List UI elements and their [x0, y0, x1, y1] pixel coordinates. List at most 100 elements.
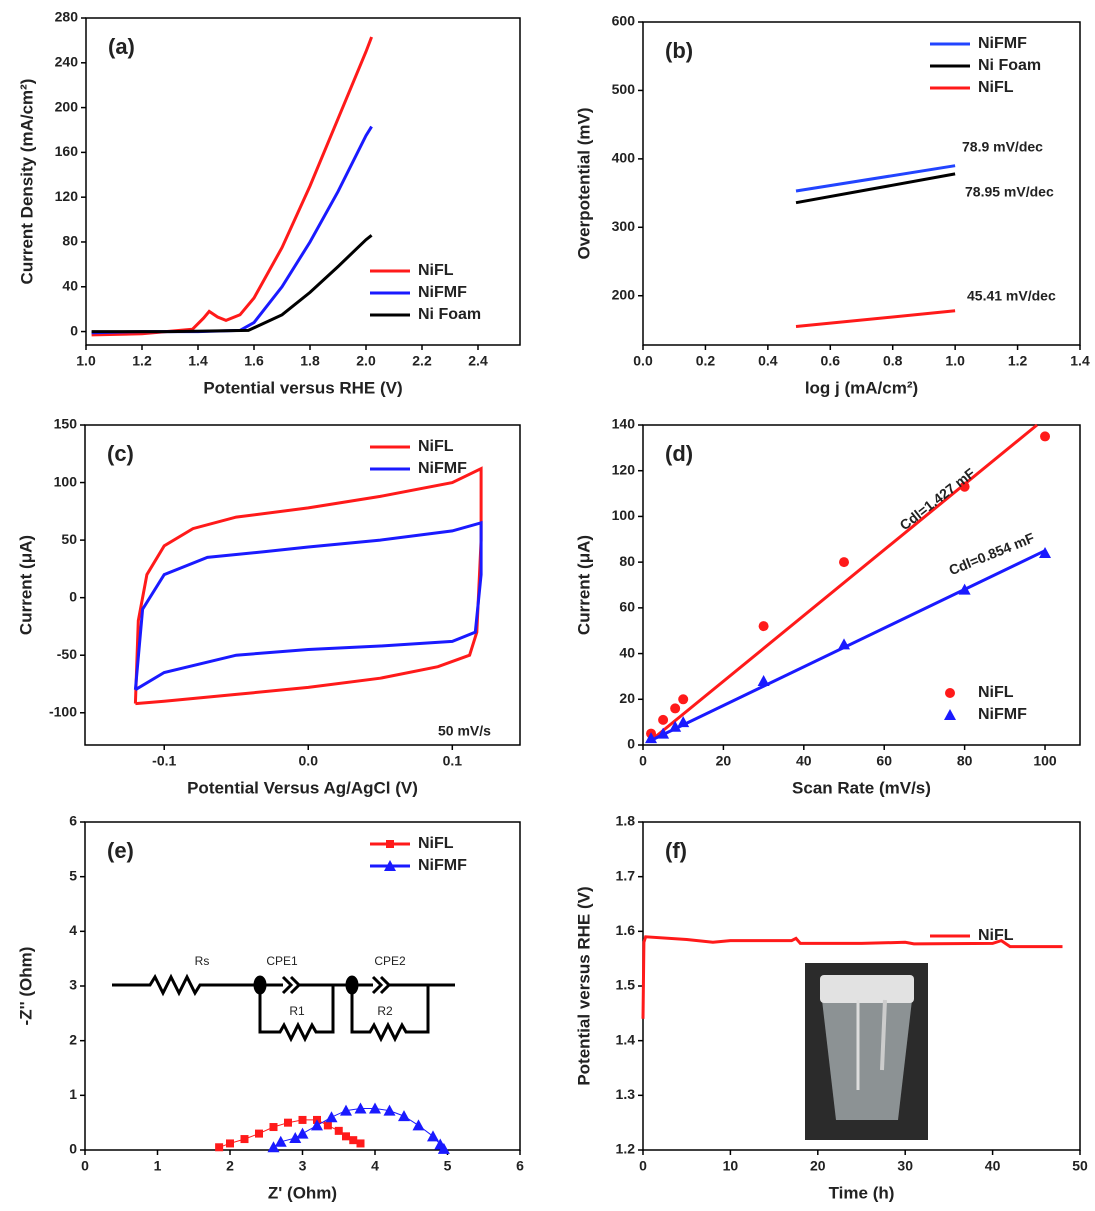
legend-label: NiFL [978, 79, 1014, 96]
data-point [369, 1102, 381, 1114]
data-point [323, 1121, 332, 1130]
y-tick-label: 400 [612, 150, 636, 166]
y-tick-label: 600 [612, 13, 636, 29]
x-tick-label: 0 [639, 1158, 647, 1174]
x-tick-label: 2 [226, 1158, 234, 1174]
y-tick-label: 1.8 [616, 813, 636, 829]
data-point [838, 638, 851, 650]
equivalent-circuit [112, 973, 455, 1043]
legend-marker [384, 860, 396, 871]
circuit-node [345, 975, 359, 995]
series-line [91, 234, 373, 334]
y-tick-label: 100 [54, 473, 78, 489]
x-tick-label: 2.2 [412, 353, 432, 369]
series-line [795, 172, 956, 205]
y-tick-label: 0 [70, 322, 78, 338]
data-point [289, 1131, 302, 1143]
y-tick-label: -50 [57, 646, 77, 662]
x-tick-label: 30 [897, 1158, 913, 1174]
x-tick-label: 20 [810, 1158, 826, 1174]
photo-cap [820, 975, 914, 1003]
legend-label: NiFL [418, 438, 454, 455]
y-tick-label: 200 [55, 98, 79, 114]
y-tick-label: 500 [612, 81, 636, 97]
y-axis-label: Potential versus RHE (V) [574, 886, 593, 1085]
x-tick-label: 40 [985, 1158, 1001, 1174]
data-point [757, 675, 770, 686]
panel-label: (e) [107, 838, 134, 863]
annotation: 78.95 mV/dec [965, 184, 1054, 200]
legend-label: NiFL [978, 684, 1014, 701]
x-tick-label: 50 [1072, 1158, 1088, 1174]
y-tick-label: 120 [55, 188, 79, 204]
y-tick-label: 100 [612, 507, 636, 523]
y-tick-label: 5 [69, 867, 77, 883]
plot-frame [84, 424, 521, 746]
y-axis-label: Overpotential (mV) [574, 107, 593, 259]
annotation: Rs [195, 954, 210, 968]
x-axis-label: log j (mA/cm²) [805, 378, 918, 397]
x-tick-label: 0.0 [299, 753, 319, 769]
y-tick-label: 240 [55, 53, 79, 69]
legend-label: Ni Foam [418, 306, 481, 323]
x-tick-label: 40 [796, 753, 812, 769]
x-tick-label: 1.8 [300, 353, 320, 369]
y-axis-label: Current Density (mA/cm²) [17, 79, 36, 285]
y-tick-label: 150 [54, 416, 78, 432]
x-tick-label: 1.0 [945, 353, 965, 369]
series-line [795, 309, 956, 328]
x-tick-label: 6 [516, 1158, 524, 1174]
x-tick-label: 2.4 [468, 353, 488, 369]
annotation: Cdl=0.854 mF [946, 529, 1036, 578]
x-axis-label: Time (h) [829, 1183, 895, 1202]
legend-label: NiFMF [978, 706, 1027, 723]
x-tick-label: -0.1 [152, 753, 176, 769]
x-tick-label: 0.4 [758, 353, 778, 369]
x-tick-label: 1.4 [1070, 353, 1090, 369]
x-tick-label: 10 [723, 1158, 739, 1174]
annotation: 45.41 mV/dec [967, 288, 1056, 304]
data-point [298, 1115, 307, 1124]
panel-label: (f) [665, 838, 687, 863]
panel-label: (a) [108, 34, 135, 59]
data-point [669, 720, 682, 732]
y-tick-label: 2 [69, 1031, 77, 1047]
data-point [354, 1102, 367, 1114]
y-tick-label: -100 [49, 703, 77, 719]
y-tick-label: 50 [61, 531, 77, 547]
y-tick-label: 4 [69, 922, 77, 938]
y-tick-label: 20 [619, 690, 635, 706]
legend-label: NiFL [978, 927, 1014, 944]
legend-label: NiFMF [418, 284, 467, 301]
legend-label: NiFMF [418, 460, 467, 477]
legend-label: NiFMF [418, 857, 467, 874]
x-tick-label: 0.6 [821, 353, 841, 369]
y-tick-label: 80 [62, 233, 78, 249]
data-point [267, 1141, 280, 1153]
x-axis-label: Potential Versus Ag/AgCl (V) [187, 778, 418, 797]
data-point [340, 1104, 352, 1116]
x-tick-label: 100 [1033, 753, 1057, 769]
data-point [1039, 547, 1052, 558]
y-axis-label: -Z'' (Ohm) [16, 947, 35, 1026]
x-tick-label: 1.2 [132, 353, 152, 369]
x-tick-label: 0 [639, 753, 647, 769]
x-tick-label: 60 [876, 753, 892, 769]
y-tick-label: 140 [612, 416, 636, 432]
data-point [645, 732, 658, 744]
data-point [1040, 431, 1051, 442]
data-point [437, 1142, 450, 1154]
data-point [226, 1139, 234, 1148]
legend-label: NiFL [418, 262, 454, 279]
data-point [240, 1135, 249, 1144]
annotation: CPE2 [374, 954, 406, 968]
x-tick-label: 1.0 [76, 353, 96, 369]
annotation: Cdl=1.427 mF [897, 464, 979, 533]
y-tick-label: 280 [55, 9, 79, 25]
data-point [284, 1118, 292, 1127]
x-axis-label: Potential versus RHE (V) [203, 378, 402, 397]
data-point [215, 1143, 224, 1152]
data-point [325, 1111, 338, 1123]
data-point [349, 1136, 358, 1145]
annotation: 50 mV/s [438, 723, 491, 739]
